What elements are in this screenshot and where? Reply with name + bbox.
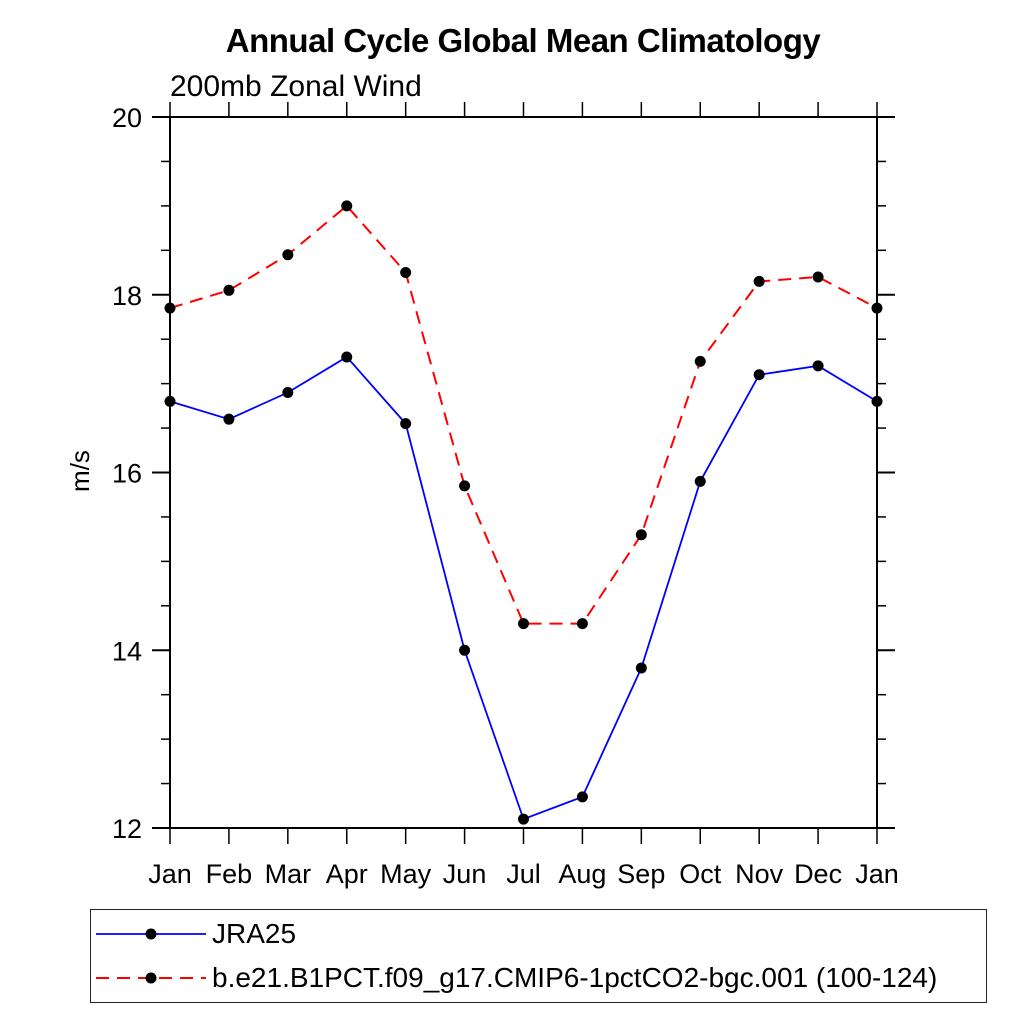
legend-marker bbox=[145, 928, 157, 940]
data-point bbox=[518, 813, 529, 825]
data-point bbox=[812, 271, 824, 283]
x-tick-label: Jul bbox=[506, 859, 541, 889]
legend-label: b.e21.B1PCT.f09_g17.CMIP6-1pctCO2-bgc.00… bbox=[212, 962, 938, 993]
x-tick-label: Sep bbox=[617, 859, 665, 889]
legend-row: b.e21.B1PCT.f09_g17.CMIP6-1pctCO2-bgc.00… bbox=[96, 956, 986, 1000]
data-point bbox=[576, 791, 588, 803]
x-tick-label: Jun bbox=[443, 859, 487, 889]
data-point bbox=[459, 480, 471, 492]
y-tick-label: 14 bbox=[112, 636, 142, 666]
data-point bbox=[164, 395, 176, 407]
data-point bbox=[694, 355, 706, 367]
data-point bbox=[576, 618, 588, 630]
data-point bbox=[223, 284, 235, 296]
x-tick-label: Feb bbox=[206, 859, 253, 889]
data-point bbox=[812, 360, 824, 372]
data-point bbox=[341, 351, 353, 363]
y-tick-label: 16 bbox=[112, 459, 142, 489]
legend-box: JRA25 b.e21.B1PCT.f09_g17.CMIP6-1pctCO2-b… bbox=[90, 909, 987, 1003]
data-point bbox=[753, 369, 765, 381]
axis-frame bbox=[169, 116, 878, 829]
data-point bbox=[400, 418, 412, 430]
data-point bbox=[282, 387, 294, 399]
data-point bbox=[694, 475, 706, 487]
data-point bbox=[223, 413, 235, 425]
legend-row: JRA25 bbox=[96, 912, 986, 956]
y-tick-label: 12 bbox=[112, 814, 142, 844]
series-line bbox=[169, 204, 878, 625]
x-tick-label: Apr bbox=[326, 859, 368, 889]
x-tick-label: May bbox=[380, 859, 432, 889]
x-tick-label: Aug bbox=[558, 859, 606, 889]
legend-label: JRA25 bbox=[212, 918, 297, 949]
series-line bbox=[169, 355, 878, 821]
x-tick-label: Nov bbox=[735, 859, 784, 889]
data-point bbox=[518, 618, 529, 630]
data-point bbox=[753, 275, 765, 287]
y-tick-label: 20 bbox=[112, 103, 142, 133]
x-tick-label: Dec bbox=[794, 859, 842, 889]
data-point bbox=[871, 302, 883, 314]
data-point bbox=[635, 529, 647, 541]
x-tick-label: Mar bbox=[265, 859, 312, 889]
data-point bbox=[164, 302, 176, 314]
chart-title: Annual Cycle Global Mean Climatology bbox=[225, 22, 821, 59]
legend-marker bbox=[145, 972, 157, 984]
chart-subtitle: 200mb Zonal Wind bbox=[170, 70, 422, 103]
legend-line-sample bbox=[96, 928, 206, 940]
data-point bbox=[459, 644, 471, 656]
data-point bbox=[341, 200, 353, 212]
legend-line-sample bbox=[96, 972, 206, 984]
x-tick-label: Jan bbox=[148, 859, 192, 889]
data-point bbox=[871, 395, 883, 407]
data-point bbox=[282, 249, 294, 261]
data-point bbox=[635, 662, 647, 674]
x-tick-label: Oct bbox=[679, 859, 722, 889]
x-tick-label: Jan bbox=[855, 859, 899, 889]
y-tick-label: 18 bbox=[112, 281, 142, 311]
data-point bbox=[400, 267, 412, 279]
